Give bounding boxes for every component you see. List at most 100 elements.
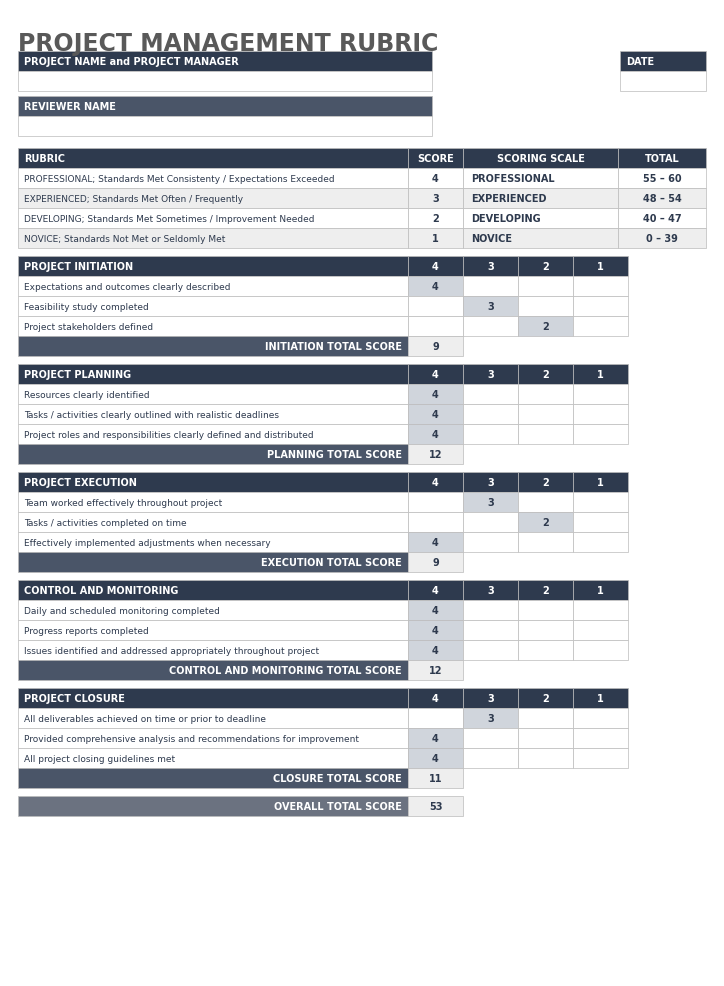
Bar — [408, 404, 463, 425]
Text: 4: 4 — [432, 646, 439, 656]
Text: 3: 3 — [487, 477, 494, 487]
Text: NOVICE; Standards Not Met or Seldomly Met: NOVICE; Standards Not Met or Seldomly Me… — [24, 235, 225, 244]
Text: PROFESSIONAL; Standards Met Consistenty / Expectations Exceeded: PROFESSIONAL; Standards Met Consistenty … — [24, 175, 334, 183]
Text: Feasibility study completed: Feasibility study completed — [24, 302, 148, 312]
Text: CLOSURE TOTAL SCORE: CLOSURE TOTAL SCORE — [273, 773, 402, 783]
Text: 4: 4 — [432, 605, 439, 615]
Text: 4: 4 — [432, 370, 439, 380]
Text: PROJECT MANAGEMENT RUBRIC: PROJECT MANAGEMENT RUBRIC — [18, 32, 438, 56]
Bar — [18, 600, 408, 620]
Text: 4: 4 — [432, 409, 439, 420]
Bar — [573, 748, 628, 768]
Bar — [463, 317, 518, 336]
Text: Resources clearly identified: Resources clearly identified — [24, 390, 150, 399]
Text: PROJECT EXECUTION: PROJECT EXECUTION — [24, 477, 137, 487]
Bar — [518, 404, 573, 425]
Text: 1: 1 — [432, 234, 439, 244]
Bar — [18, 425, 408, 445]
Bar — [518, 513, 573, 532]
Bar — [518, 472, 573, 492]
Bar — [408, 796, 463, 816]
Bar — [620, 52, 706, 72]
Text: 4: 4 — [432, 282, 439, 292]
Bar — [463, 425, 518, 445]
Bar — [408, 169, 463, 188]
Bar — [518, 532, 573, 552]
Text: 4: 4 — [432, 625, 439, 635]
Text: 11: 11 — [429, 773, 442, 783]
Bar — [463, 492, 518, 513]
Bar — [18, 661, 408, 680]
Bar — [408, 532, 463, 552]
Text: 2: 2 — [542, 693, 549, 703]
Text: 3: 3 — [487, 302, 494, 312]
Text: 2: 2 — [542, 518, 549, 528]
Bar — [618, 188, 706, 209]
Bar — [518, 317, 573, 336]
Bar — [408, 688, 463, 708]
Bar — [518, 385, 573, 404]
Text: 3: 3 — [487, 370, 494, 380]
Bar — [408, 513, 463, 532]
Text: 55 – 60: 55 – 60 — [643, 174, 681, 183]
Bar — [518, 581, 573, 600]
Text: DEVELOPING; Standards Met Sometimes / Improvement Needed: DEVELOPING; Standards Met Sometimes / Im… — [24, 214, 314, 223]
Bar — [618, 209, 706, 229]
Text: INITIATION TOTAL SCORE: INITIATION TOTAL SCORE — [265, 342, 402, 352]
Bar — [18, 796, 408, 816]
Bar — [573, 365, 628, 385]
Bar — [518, 729, 573, 748]
Text: Progress reports completed: Progress reports completed — [24, 626, 148, 635]
Text: SCORE: SCORE — [417, 154, 454, 164]
Text: CONTROL AND MONITORING: CONTROL AND MONITORING — [24, 586, 178, 596]
Text: TOTAL: TOTAL — [644, 154, 679, 164]
Bar — [573, 620, 628, 640]
Bar — [518, 492, 573, 513]
Bar — [18, 149, 408, 169]
Text: Daily and scheduled monitoring completed: Daily and scheduled monitoring completed — [24, 605, 220, 615]
Bar — [18, 209, 408, 229]
Bar — [618, 169, 706, 188]
Text: Provided comprehensive analysis and recommendations for improvement: Provided comprehensive analysis and reco… — [24, 734, 359, 742]
Text: 4: 4 — [432, 261, 439, 272]
Bar — [573, 385, 628, 404]
Bar — [573, 640, 628, 661]
Text: CONTROL AND MONITORING TOTAL SCORE: CONTROL AND MONITORING TOTAL SCORE — [169, 666, 402, 675]
Bar — [408, 297, 463, 317]
Bar — [518, 600, 573, 620]
Bar — [573, 297, 628, 317]
Text: 4: 4 — [432, 537, 439, 547]
Bar — [573, 513, 628, 532]
Bar — [573, 472, 628, 492]
Bar — [18, 532, 408, 552]
Bar — [408, 661, 463, 680]
Text: 12: 12 — [429, 450, 442, 459]
Text: 4: 4 — [432, 693, 439, 703]
Bar — [18, 445, 408, 464]
Text: 2: 2 — [542, 261, 549, 272]
Text: 9: 9 — [432, 342, 439, 352]
Bar — [18, 620, 408, 640]
Bar — [573, 492, 628, 513]
Bar — [463, 472, 518, 492]
Bar — [463, 385, 518, 404]
Bar — [408, 748, 463, 768]
Text: Project stakeholders defined: Project stakeholders defined — [24, 322, 153, 331]
Text: 4: 4 — [432, 586, 439, 596]
Text: REVIEWER NAME: REVIEWER NAME — [24, 102, 116, 111]
Text: 1: 1 — [597, 586, 604, 596]
Text: PROJECT NAME and PROJECT MANAGER: PROJECT NAME and PROJECT MANAGER — [24, 57, 239, 67]
Text: 2: 2 — [542, 370, 549, 380]
Text: 2: 2 — [542, 586, 549, 596]
Bar — [463, 149, 618, 169]
Text: 3: 3 — [432, 194, 439, 204]
Bar — [18, 317, 408, 336]
Bar — [408, 472, 463, 492]
Bar — [408, 620, 463, 640]
Bar — [408, 552, 463, 573]
Text: 1: 1 — [597, 370, 604, 380]
Bar — [518, 256, 573, 277]
Bar — [408, 445, 463, 464]
Text: 4: 4 — [432, 477, 439, 487]
Bar — [18, 72, 432, 92]
